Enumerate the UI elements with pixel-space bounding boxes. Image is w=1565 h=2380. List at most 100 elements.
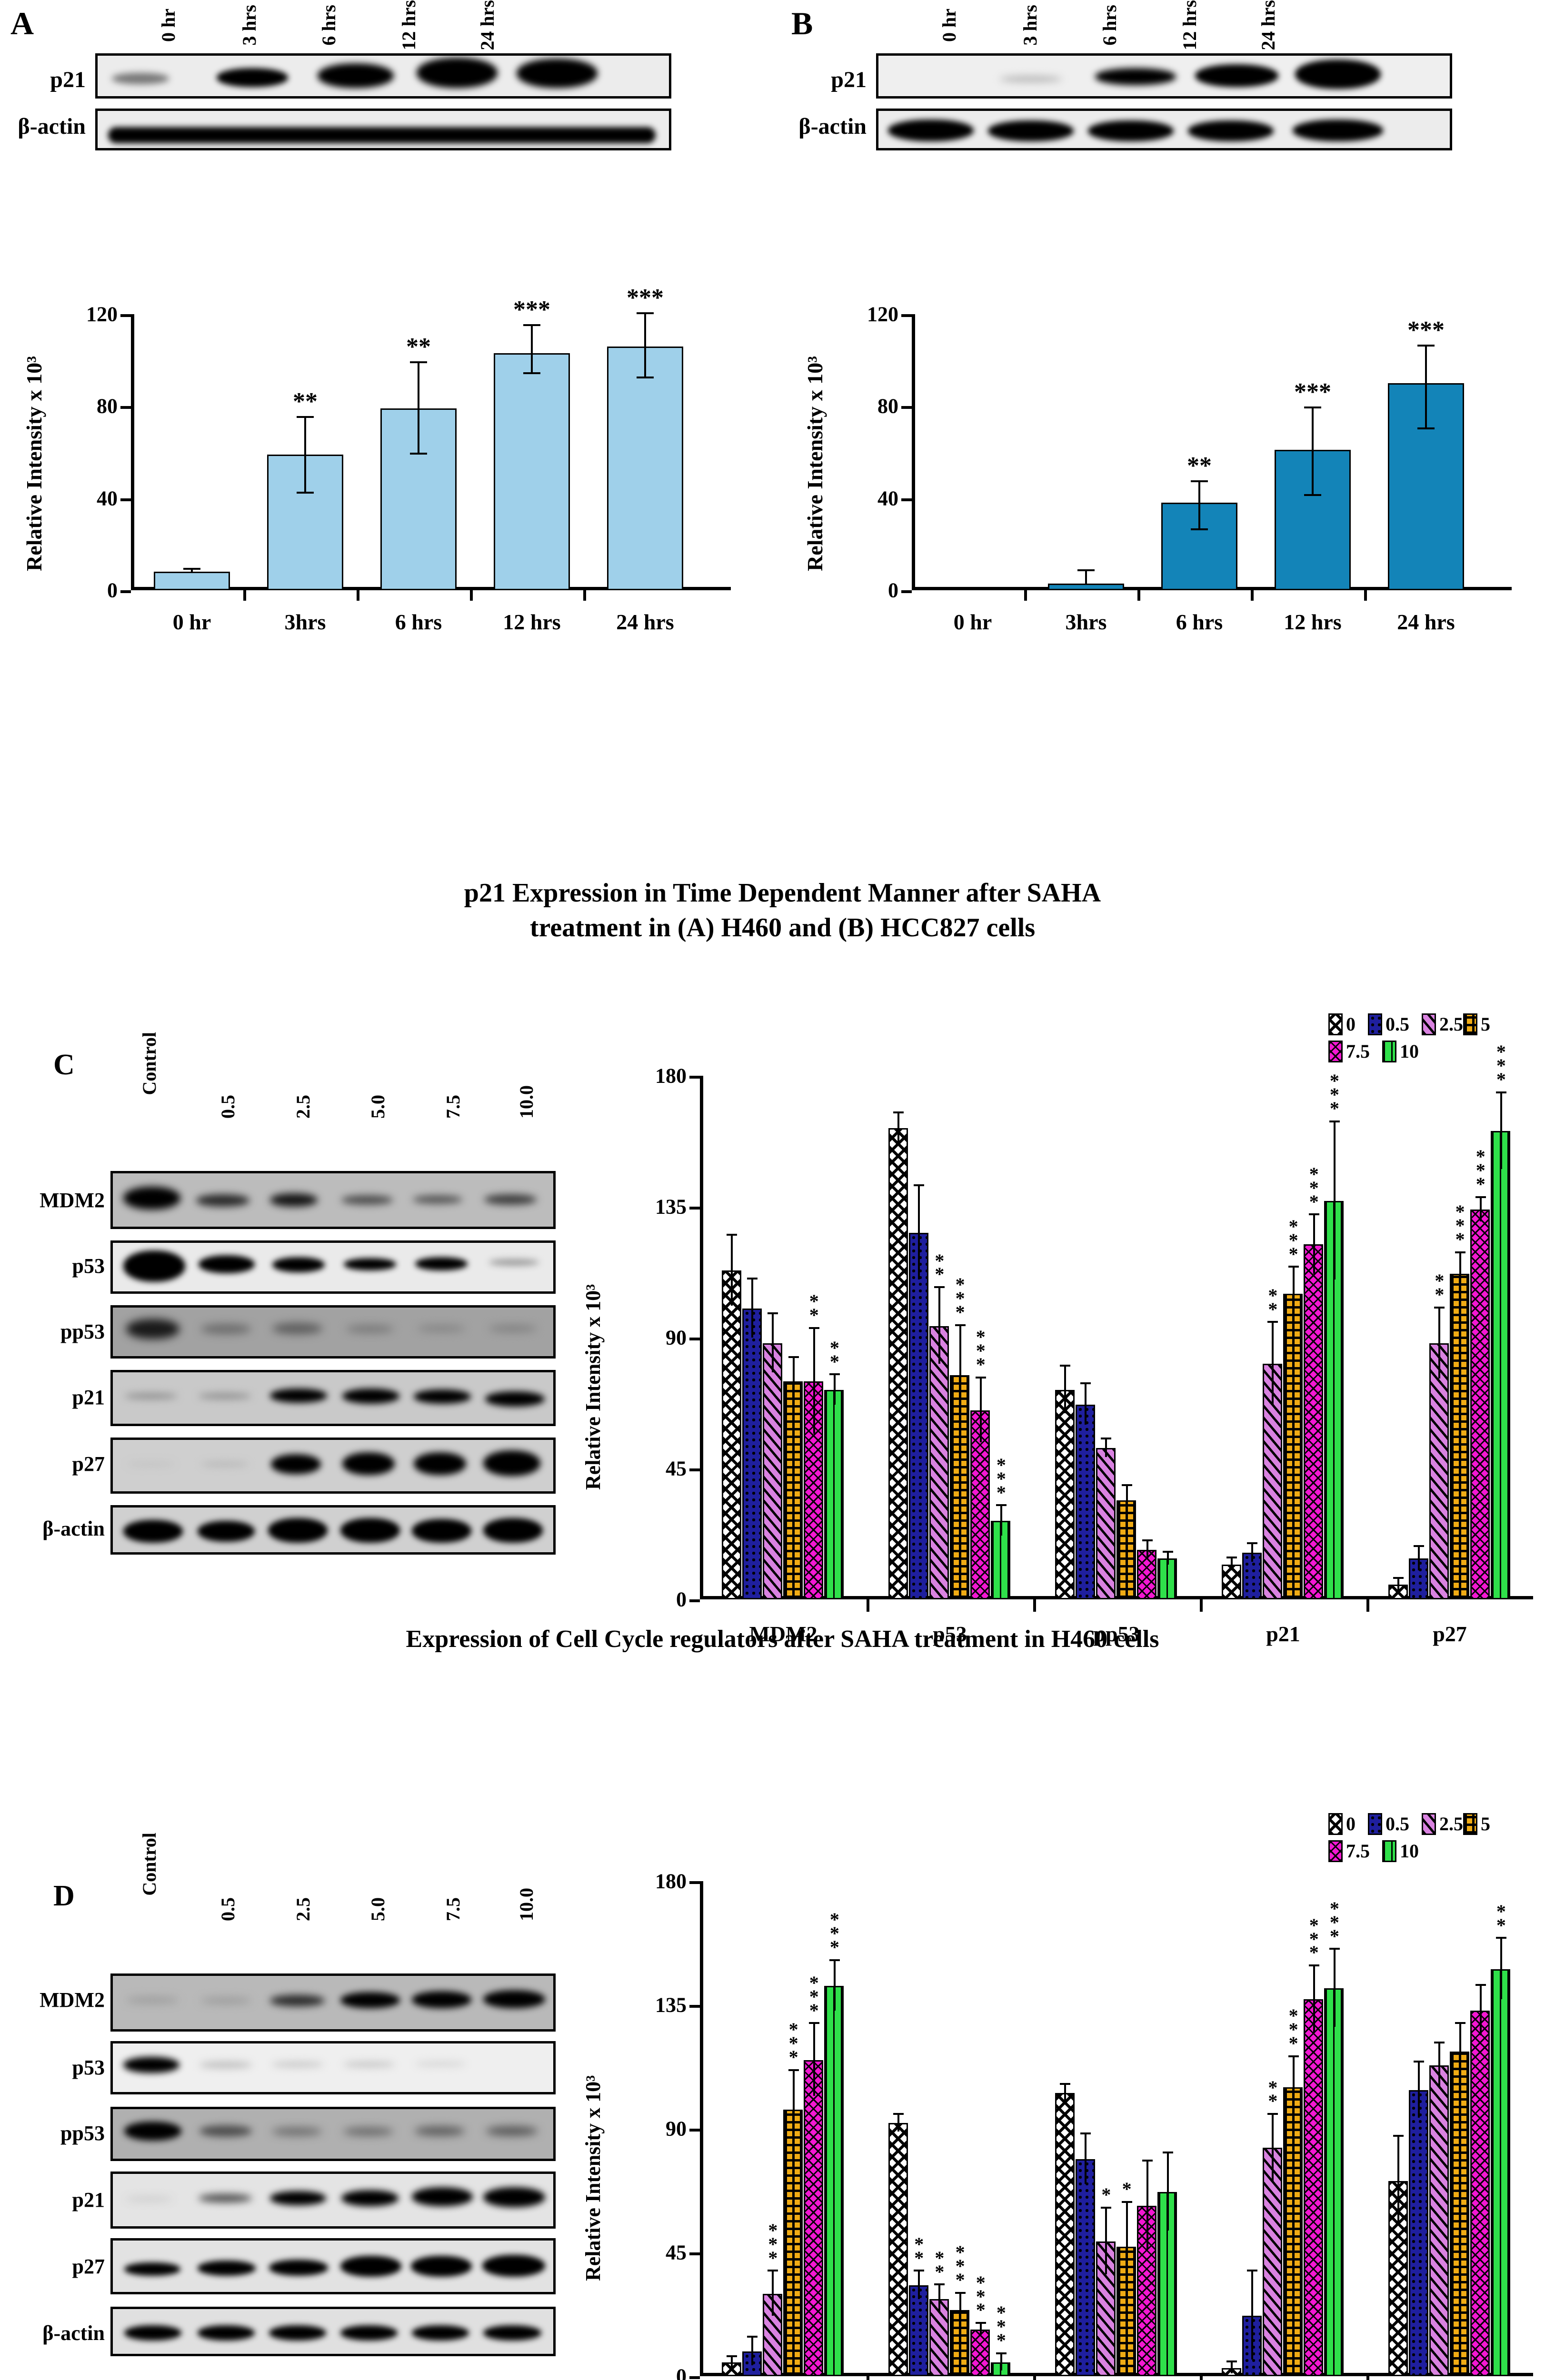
- caption-ab-line1: p21 Expression in Time Dependent Manner …: [464, 878, 1101, 908]
- bar: [1075, 2159, 1095, 2376]
- blot-row-label-p53: p53: [72, 1254, 105, 1278]
- error-bar: [897, 1128, 900, 1143]
- y-tick-label: 0: [888, 578, 898, 602]
- significance-marker: **: [829, 1337, 839, 1372]
- significance-marker: **: [293, 387, 318, 415]
- x-tick: [867, 2376, 869, 2380]
- error-bar: [1272, 1323, 1274, 1364]
- y-tick-label: 90: [666, 1326, 687, 1349]
- bar: [1470, 2010, 1490, 2376]
- error-cap: [1455, 2022, 1465, 2024]
- legend-swatch-0: [1328, 1013, 1343, 1035]
- error-bar: [751, 2351, 754, 2365]
- legend-label: 10: [1400, 1041, 1419, 1062]
- panel-d-letter: D: [53, 1880, 75, 1912]
- y-tick: [689, 1076, 700, 1079]
- y-tick-label: 0: [107, 578, 118, 602]
- error-bar: [1459, 2024, 1461, 2052]
- error-cap: [893, 1111, 904, 1114]
- bar: [783, 2109, 803, 2376]
- x-tick-label: pp53: [1093, 1622, 1140, 1646]
- error-bar: [1146, 2205, 1148, 2250]
- panel-c-blot-bactin: [110, 1505, 556, 1555]
- error-cap: [975, 2322, 986, 2324]
- error-bar: [731, 2357, 733, 2363]
- error-cap: [1142, 2160, 1153, 2162]
- panel-d-blot-p21: [110, 2172, 556, 2229]
- panel-a-chart: Relative Intensity x 10³ 0 40 80 120 **: [22, 285, 731, 634]
- significance-marker: ***: [1309, 1163, 1319, 1212]
- y-tick-label: 135: [655, 1993, 687, 2017]
- error-cap: [1495, 1091, 1506, 1093]
- blot-lane-label: 0.5: [217, 1095, 239, 1119]
- error-bar: [1438, 1343, 1441, 1378]
- panel-d-blot-pp53: [110, 2107, 556, 2161]
- significance-marker: **: [809, 1290, 819, 1326]
- panel-c-legend: 0 0.5 2.5 5 7.5 10: [1328, 1013, 1547, 1067]
- legend-item: 7.5: [1328, 1840, 1370, 1862]
- legend-label: 0.5: [1386, 1013, 1409, 1035]
- panel-c-chart: Relative Intensity x 10³ 0 45 90 135 180 * * *…: [581, 1042, 1533, 1646]
- legend-label: 10: [1400, 1840, 1419, 1862]
- error-cap: [1414, 2061, 1425, 2063]
- error-cap: [996, 1504, 1007, 1507]
- error-cap: [1162, 1551, 1173, 1553]
- blot-row-label-bactin: β-actin: [18, 114, 86, 139]
- error-bar: [1418, 2063, 1420, 2091]
- bar: [804, 2060, 824, 2376]
- panel-d-chart: Relative Intensity x 10³ 0 45 90 135 180 * * *…: [581, 1870, 1533, 2380]
- significance-marker: ***: [1329, 1898, 1339, 1947]
- bar: [154, 572, 230, 590]
- error-bar: [772, 2293, 774, 2316]
- error-bar: [938, 1288, 941, 1326]
- blot-lane-label: 10.0: [516, 1888, 537, 1921]
- error-bar: [1251, 1544, 1254, 1553]
- error-bar: [979, 2324, 982, 2330]
- bar: [762, 1343, 782, 1599]
- error-cap: [1121, 1484, 1132, 1486]
- y-tick-label: 180: [655, 1869, 687, 1893]
- error-cap: [1226, 1557, 1237, 1559]
- error-bar: [833, 1985, 836, 2011]
- error-bar: [918, 1186, 920, 1233]
- error-bar: [1064, 2084, 1067, 2093]
- error-bar: [751, 2338, 754, 2351]
- x-tick: [1366, 2376, 1369, 2380]
- error-cap: [1267, 2113, 1278, 2115]
- bar: [742, 1308, 762, 1599]
- error-bar: [1479, 2010, 1482, 2035]
- y-axis-label: Relative Intensity x 10³: [803, 356, 827, 571]
- blot-lane-label: Control: [139, 1833, 160, 1896]
- error-bar: [1000, 2362, 1002, 2371]
- significance-marker: **: [406, 333, 431, 360]
- bar: [929, 1326, 949, 1599]
- bar: [888, 1128, 908, 1599]
- bar: [1137, 2205, 1157, 2376]
- y-tick-label: 80: [877, 394, 898, 418]
- x-tick-label: 0 hr: [172, 610, 211, 634]
- error-cap: [1288, 2055, 1299, 2057]
- error-cap: [934, 1286, 945, 1289]
- panel-b-blot-bactin: [876, 109, 1452, 150]
- error-bar: [918, 1233, 920, 1279]
- error-bar: [1459, 1273, 1461, 1294]
- blot-lane-label: 2.5: [292, 1897, 314, 1921]
- error-bar: [1105, 1439, 1107, 1448]
- bar: [1262, 1364, 1282, 1599]
- legend-item: 2.5: [1422, 1013, 1463, 1035]
- y-tick-label: 0: [676, 1587, 687, 1611]
- error-bar: [918, 2271, 920, 2286]
- legend-item: 0.5: [1368, 1813, 1409, 1835]
- blot-row-label-p21: p21: [72, 2188, 105, 2211]
- y-tick: [689, 1881, 700, 1884]
- error-cap: [914, 2270, 925, 2272]
- legend-label: 7.5: [1346, 1840, 1370, 1862]
- significance-marker: **: [1268, 1284, 1278, 1320]
- y-tick: [689, 2005, 700, 2008]
- blot-lane-label: 3 hrs: [239, 5, 260, 46]
- bar: [1096, 2241, 1116, 2376]
- error-bar: [1438, 2065, 1441, 2088]
- blot-row-label-p21: p21: [831, 67, 867, 92]
- error-bar: [1000, 1521, 1002, 1536]
- bar: [1470, 1210, 1490, 1599]
